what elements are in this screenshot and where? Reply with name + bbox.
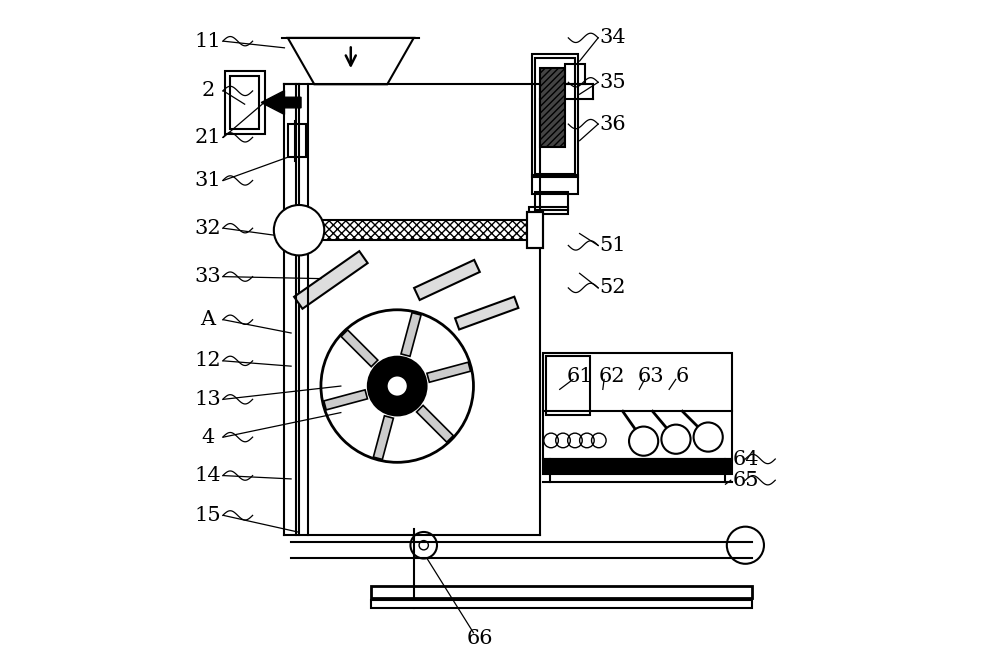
Polygon shape — [417, 406, 453, 442]
Bar — [532, 55, 578, 177]
Polygon shape — [261, 91, 301, 115]
Bar — [296, 220, 530, 240]
Text: 35: 35 — [599, 73, 626, 92]
Text: 36: 36 — [599, 115, 626, 134]
Text: 6: 6 — [676, 366, 689, 386]
Text: 11: 11 — [195, 32, 222, 51]
Text: A: A — [201, 310, 216, 329]
Polygon shape — [324, 390, 367, 410]
Bar — [225, 71, 265, 134]
Bar — [371, 600, 752, 608]
Text: 4: 4 — [202, 428, 215, 447]
Text: 63: 63 — [638, 366, 665, 386]
Bar — [288, 124, 306, 157]
Text: 2: 2 — [202, 81, 215, 101]
Bar — [535, 58, 575, 174]
Text: 52: 52 — [599, 278, 626, 298]
Text: 14: 14 — [195, 466, 221, 485]
Polygon shape — [414, 260, 480, 300]
Polygon shape — [455, 297, 518, 330]
Text: 62: 62 — [598, 366, 625, 386]
Circle shape — [629, 426, 658, 456]
Bar — [565, 65, 585, 85]
Bar — [543, 459, 732, 474]
Text: 32: 32 — [195, 218, 221, 238]
Text: 12: 12 — [195, 352, 221, 370]
Text: 15: 15 — [195, 506, 221, 525]
Text: 65: 65 — [732, 471, 759, 490]
Bar — [527, 212, 543, 248]
Text: 21: 21 — [195, 128, 221, 147]
Bar — [527, 212, 543, 248]
Text: 33: 33 — [195, 267, 222, 286]
Circle shape — [387, 376, 408, 397]
Text: 34: 34 — [599, 29, 626, 47]
Circle shape — [694, 422, 723, 452]
Bar — [532, 175, 578, 194]
Polygon shape — [341, 330, 378, 367]
Text: 31: 31 — [195, 171, 222, 190]
Text: 64: 64 — [732, 450, 759, 468]
Polygon shape — [373, 416, 393, 460]
Polygon shape — [427, 362, 471, 382]
Bar — [371, 586, 752, 598]
Polygon shape — [401, 312, 421, 356]
Circle shape — [661, 425, 691, 454]
Bar — [546, 356, 590, 414]
Bar — [535, 192, 568, 210]
Text: 61: 61 — [566, 366, 593, 386]
Bar — [540, 68, 565, 147]
Polygon shape — [294, 251, 368, 309]
Text: 66: 66 — [467, 629, 493, 647]
Circle shape — [368, 357, 426, 415]
Bar — [529, 207, 568, 214]
Text: 51: 51 — [599, 236, 626, 255]
Circle shape — [274, 205, 324, 255]
Bar — [230, 77, 259, 129]
Text: 13: 13 — [195, 390, 222, 409]
Bar — [543, 353, 732, 459]
